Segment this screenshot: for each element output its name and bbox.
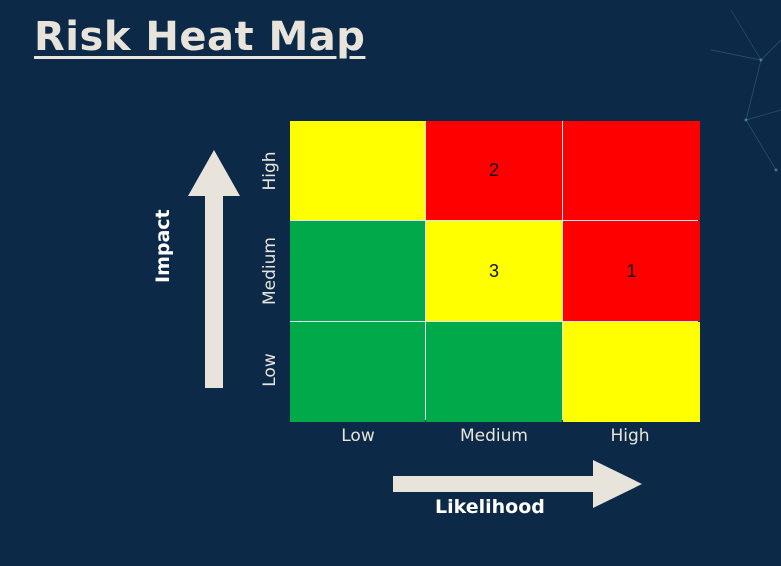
y-label-high: High xyxy=(260,151,280,191)
cell-impact-medium-likelihood-low xyxy=(290,221,425,321)
x-label-high: High xyxy=(610,426,650,446)
cell-impact-low-likelihood-high xyxy=(563,322,700,422)
cell-impact-high-likelihood-high xyxy=(563,121,700,220)
cell-impact-high-likelihood-low xyxy=(290,121,425,220)
impact-arrow-icon xyxy=(188,150,240,388)
decorative-network-lines xyxy=(710,9,781,172)
y-label-low: Low xyxy=(260,353,280,387)
cell-impact-low-likelihood-medium xyxy=(426,322,562,422)
x-label-medium: Medium xyxy=(460,426,528,446)
page-title: Risk Heat Map xyxy=(34,14,366,60)
likelihood-axis-title: Likelihood xyxy=(435,496,545,518)
cell-impact-high-likelihood-medium: 2 xyxy=(426,121,562,220)
impact-axis-title: Impact xyxy=(152,209,174,283)
likelihood-arrow-icon xyxy=(393,460,642,508)
x-label-low: Low xyxy=(341,426,375,446)
cell-impact-medium-likelihood-medium: 3 xyxy=(426,221,562,321)
y-label-medium: Medium xyxy=(260,237,280,305)
cell-impact-medium-likelihood-high: 1 xyxy=(563,221,700,321)
cell-impact-low-likelihood-low xyxy=(290,322,425,422)
